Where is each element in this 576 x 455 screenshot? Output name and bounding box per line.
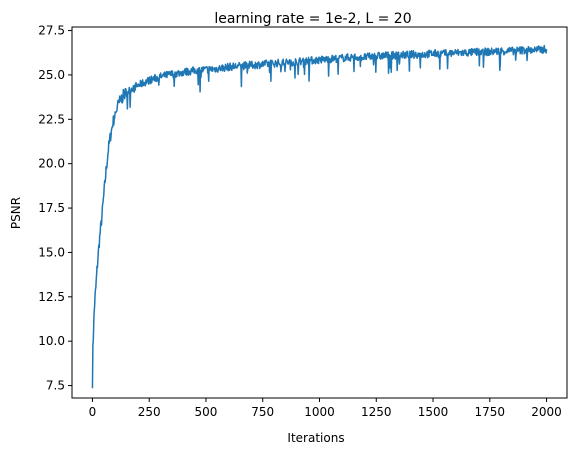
x-tick-label: 500: [195, 405, 218, 419]
x-tick-label: 2000: [531, 405, 562, 419]
y-tick-label: 27.5: [38, 24, 65, 38]
y-axis: 7.5 10.0 12.5 15.0 17.5 20.0 22.5 25.0 27.5: [38, 24, 72, 393]
x-tick-label: 1750: [475, 405, 506, 419]
y-tick-label: 17.5: [38, 201, 65, 215]
plot-area: [91, 44, 548, 389]
x-tick-label: 1250: [361, 405, 392, 419]
x-tick-label: 1000: [304, 405, 335, 419]
y-tick-label: 25.0: [38, 68, 65, 82]
x-axis-label: Iterations: [287, 431, 344, 445]
x-tick-label: 250: [138, 405, 161, 419]
y-tick-label: 15.0: [38, 245, 65, 259]
y-tick-label: 22.5: [38, 112, 65, 126]
y-tick-label: 7.5: [46, 379, 65, 393]
y-axis-label: PSNR: [9, 197, 23, 229]
x-axis: 0 250 500 750 1000 1250 1500 1750 2000: [89, 398, 562, 419]
x-tick-label: 1500: [418, 405, 449, 419]
y-tick-label: 10.0: [38, 334, 65, 348]
y-tick-label: 12.5: [38, 290, 65, 304]
series-line: [91, 44, 548, 389]
x-tick-label: 0: [89, 405, 97, 419]
x-tick-label: 750: [251, 405, 274, 419]
chart-title: learning rate = 1e-2, L = 20: [214, 11, 411, 27]
y-tick-label: 20.0: [38, 157, 65, 171]
